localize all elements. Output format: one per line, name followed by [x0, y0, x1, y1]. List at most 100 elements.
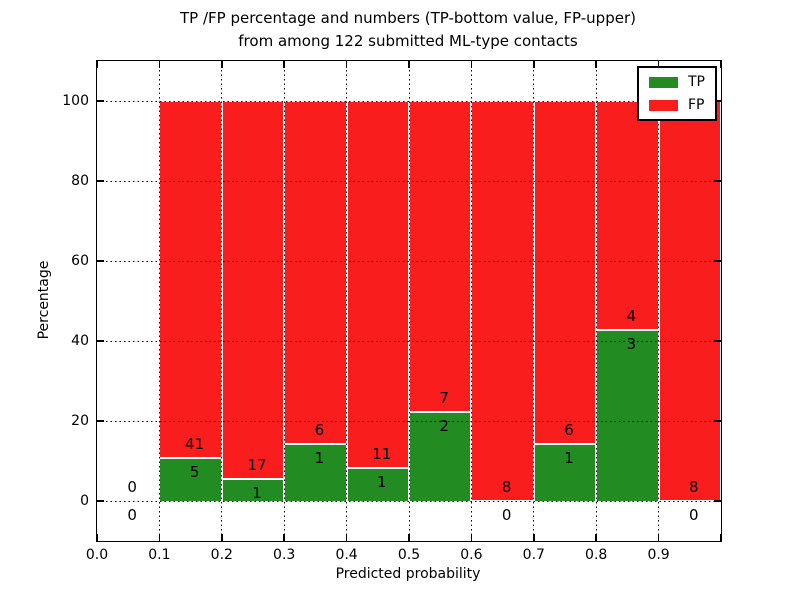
tp-count-label: 0 — [689, 506, 699, 524]
x-tick-label: 0.9 — [647, 547, 670, 563]
bar-fp-segment — [159, 101, 222, 458]
tp-count-label: 1 — [564, 448, 574, 467]
y-axis-label: Percentage — [36, 260, 52, 340]
fp-count-label: 7 — [439, 389, 449, 408]
bar-fp-segment — [533, 101, 597, 444]
gridline-horizontal — [97, 261, 721, 262]
x-tick-mark — [96, 61, 98, 68]
tp-count-label: 1 — [252, 483, 262, 502]
tp-count-label: 3 — [626, 334, 637, 353]
bar-tp-segment — [409, 412, 472, 501]
x-tick-mark — [595, 61, 597, 68]
gridline-horizontal — [97, 101, 721, 102]
x-tick-label: 0.3 — [273, 547, 296, 563]
x-tick-label: 0.4 — [335, 547, 358, 563]
x-tick-mark — [221, 61, 223, 68]
x-tick-label: 0.7 — [522, 547, 545, 563]
legend: TP FP — [637, 66, 717, 121]
fp-count-label: 8 — [689, 478, 699, 496]
bar-tp-segment — [221, 478, 285, 501]
x-tick-mark — [158, 61, 161, 68]
x-tick-mark — [533, 61, 535, 68]
chart-title-line1: TP /FP percentage and numbers (TP-bottom… — [180, 9, 636, 27]
gridline-vertical — [408, 61, 410, 541]
x-tick-mark — [158, 534, 161, 541]
x-tick-label: 0.6 — [460, 547, 483, 563]
y-tick-label: 60 — [71, 253, 89, 269]
x-tick-mark — [408, 61, 410, 68]
gridline-horizontal — [97, 181, 721, 182]
tp-count-label: 5 — [189, 462, 200, 481]
x-tick-label: 0.5 — [397, 547, 421, 563]
gridline-vertical — [595, 61, 597, 541]
gridline-horizontal — [97, 501, 721, 502]
fp-count-label: 17 — [247, 455, 267, 474]
fp-count-label: 11 — [372, 444, 392, 463]
bar-tp-segment — [159, 457, 222, 501]
x-tick-mark — [345, 534, 348, 541]
bar-fp-segment — [658, 101, 721, 501]
y-tick-label: 0 — [80, 493, 89, 509]
x-tick-label: 0.1 — [148, 547, 171, 563]
gridline-vertical — [283, 61, 285, 541]
legend-entry-fp: FP — [649, 98, 705, 112]
y-tick-label: 20 — [71, 413, 89, 429]
y-tick-label: 100 — [62, 93, 89, 109]
gridline-vertical — [221, 61, 223, 541]
tp-count-label: 0 — [127, 506, 137, 524]
chart-title-line2: from among 122 submitted ML-type contact… — [238, 32, 578, 50]
gridline-vertical — [658, 61, 660, 541]
x-tick-label: 0.0 — [85, 547, 109, 563]
x-tick-mark — [720, 61, 722, 68]
y-tick-mark — [714, 180, 721, 182]
x-tick-mark — [595, 534, 597, 541]
y-tick-mark — [714, 500, 721, 502]
bar-fp-segment — [284, 101, 347, 444]
y-tick-mark — [97, 500, 104, 502]
gridline-vertical — [470, 61, 472, 541]
fp-count-label: 8 — [501, 478, 512, 496]
gridline-horizontal — [97, 341, 721, 342]
legend-entry-tp: TP — [649, 75, 705, 89]
tp-count-label: 1 — [314, 448, 325, 467]
gridline-vertical — [158, 61, 160, 541]
tp-count-label: 2 — [439, 417, 449, 436]
tp-count-label: 1 — [377, 472, 387, 491]
bar-tp-segment — [284, 443, 347, 501]
x-tick-mark — [657, 61, 660, 68]
x-tick-mark — [408, 534, 410, 541]
fp-count-label: 6 — [314, 420, 325, 439]
bar-fp-segment — [346, 101, 409, 468]
x-axis-label: Predicted probability — [335, 566, 481, 582]
legend-label-fp: FP — [688, 97, 705, 113]
bar-fp-segment — [409, 101, 472, 413]
x-tick-mark — [533, 534, 535, 541]
x-tick-mark — [345, 61, 348, 68]
legend-swatch-fp — [649, 99, 678, 111]
y-tick-mark — [97, 180, 104, 182]
y-tick-label: 40 — [71, 333, 89, 349]
x-tick-mark — [720, 534, 722, 541]
legend-label-tp: TP — [688, 74, 705, 90]
chart-title: TP /FP percentage and numbers (TP-bottom… — [5, 7, 800, 53]
fp-count-label: 0 — [127, 478, 137, 496]
bar-tp-segment — [533, 443, 597, 501]
y-tick-mark — [714, 340, 721, 342]
x-tick-label: 0.8 — [585, 547, 608, 563]
x-tick-mark — [283, 61, 285, 68]
x-tick-mark — [657, 534, 660, 541]
y-tick-mark — [97, 420, 104, 422]
bar-tp-segment — [596, 329, 659, 501]
y-tick-mark — [714, 100, 721, 102]
x-tick-label: 0.2 — [210, 547, 233, 563]
y-tick-mark — [714, 260, 721, 262]
gridline-horizontal — [97, 421, 721, 422]
y-tick-mark — [97, 340, 104, 342]
fp-count-label: 4 — [626, 306, 637, 325]
bar-fp-segment — [596, 101, 659, 330]
y-tick-mark — [714, 420, 721, 422]
y-tick-label: 80 — [71, 173, 89, 189]
gridline-vertical — [533, 61, 535, 541]
x-tick-mark — [96, 534, 98, 541]
